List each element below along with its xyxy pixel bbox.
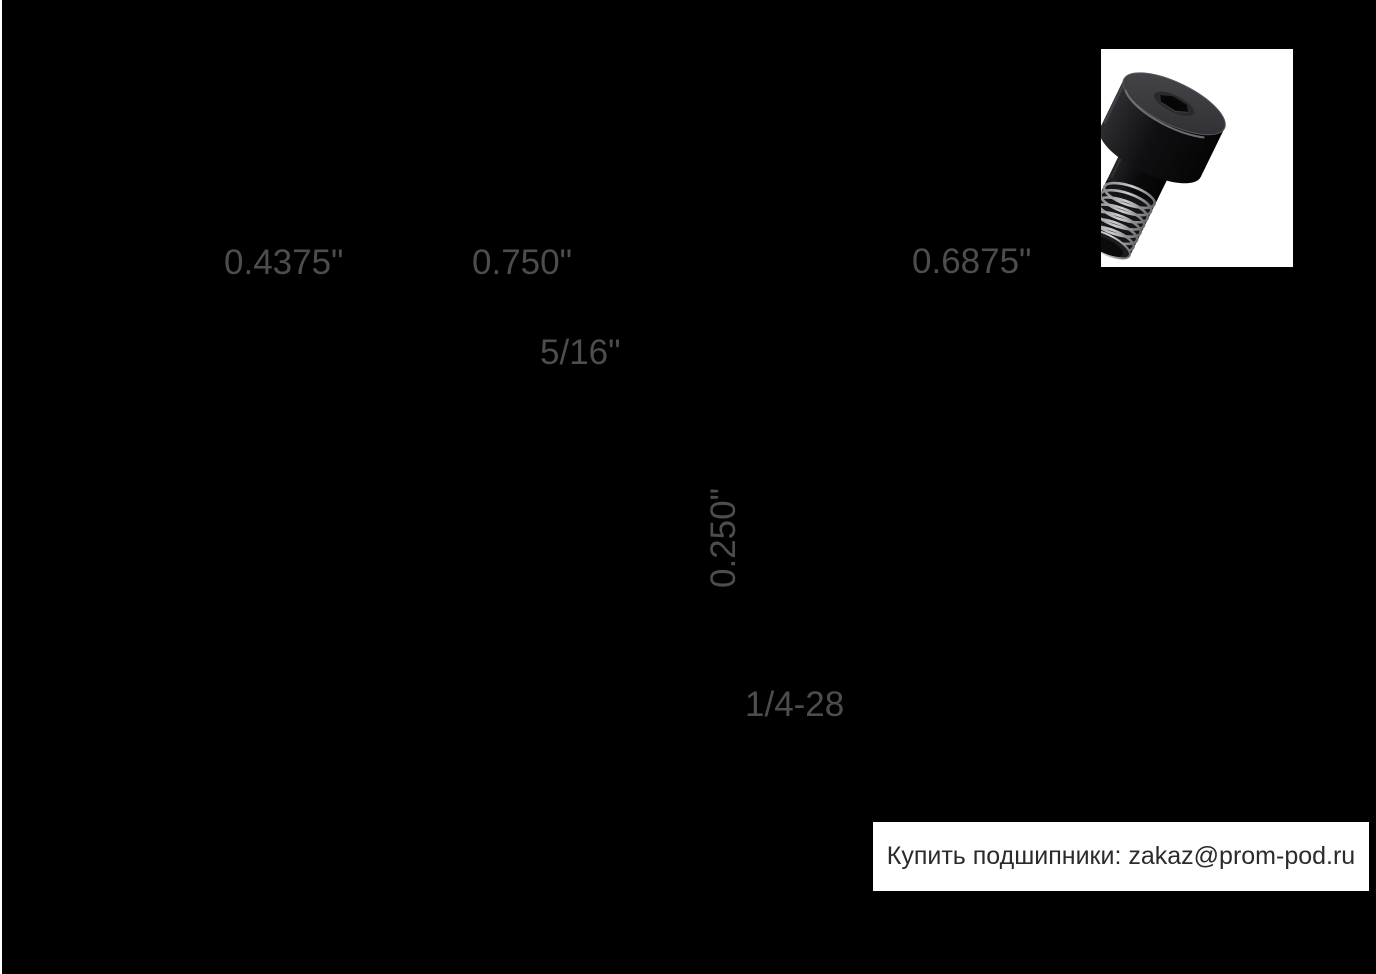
contact-text: Купить подшипники: zakaz@prom-pod.ru xyxy=(886,842,1356,870)
product-photo xyxy=(1101,49,1293,267)
cam-follower-stud-bearing-icon xyxy=(1101,72,1226,260)
bearing-head xyxy=(1101,79,1225,184)
dimension-label-0-750: 0.750" xyxy=(472,243,573,282)
dimension-label-0-6875: 0.6875" xyxy=(912,242,1032,281)
dimension-label-1-4-28: 1/4-28 xyxy=(745,685,845,724)
left-edge-artifact xyxy=(0,0,2,974)
contact-banner: Купить подшипники: zakaz@prom-pod.ru xyxy=(873,822,1369,891)
dimension-label-0-250-rotated: 0.250" xyxy=(703,487,743,589)
dimension-label-0-4375: 0.4375" xyxy=(224,243,344,282)
dimension-label-5-16: 5/16" xyxy=(540,333,621,372)
